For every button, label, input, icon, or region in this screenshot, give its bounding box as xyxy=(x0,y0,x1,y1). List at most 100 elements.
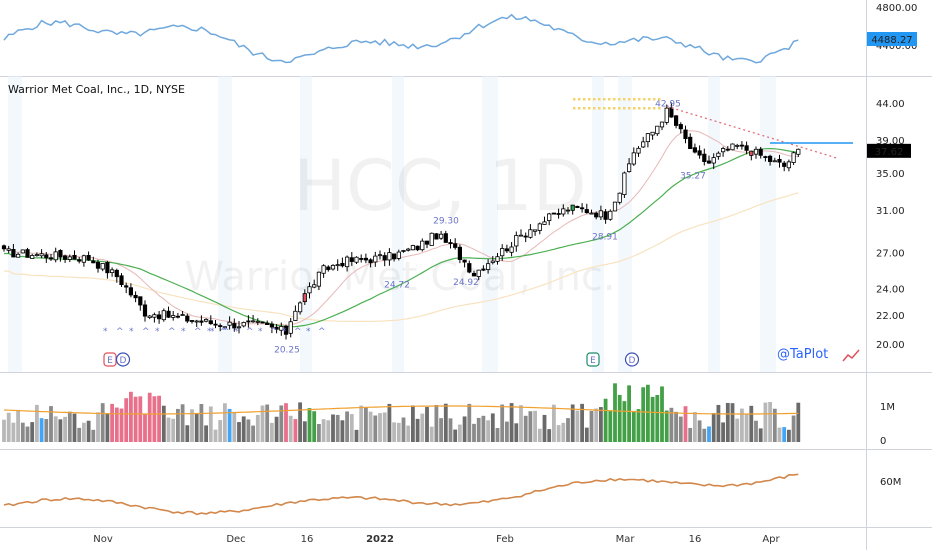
candle-body xyxy=(500,248,505,257)
volume-bar xyxy=(406,425,411,442)
volume-bar xyxy=(82,422,86,442)
volume-bar xyxy=(199,403,204,442)
signal-dot xyxy=(583,107,586,110)
volume-bar xyxy=(326,420,331,442)
signal-dot xyxy=(583,98,586,101)
signal-marker: ^ xyxy=(246,327,254,337)
candle-body xyxy=(504,248,510,252)
candle-body xyxy=(194,320,199,323)
signal-dot xyxy=(578,98,581,101)
candle-body xyxy=(203,318,209,322)
candle-body xyxy=(457,246,463,260)
candle-body xyxy=(222,326,227,329)
candle-body xyxy=(246,320,251,323)
candle-body xyxy=(20,249,25,254)
highlight-band xyxy=(8,76,22,372)
candle-body xyxy=(110,269,115,273)
volume-bar xyxy=(53,416,58,442)
signal-dot xyxy=(598,98,601,101)
volume-bar xyxy=(523,415,528,442)
candle-body xyxy=(133,294,138,299)
volume-bar xyxy=(575,410,580,442)
candle-body xyxy=(749,150,754,156)
price-axis-tick: 44.00 xyxy=(876,99,905,110)
candle-body xyxy=(617,192,622,203)
volume-bar xyxy=(152,396,157,442)
candle-body xyxy=(580,207,585,210)
volume-bar xyxy=(608,411,613,442)
index-last-badge xyxy=(867,32,917,46)
volume-axis-tick: 1M xyxy=(880,402,895,413)
candle-body xyxy=(763,156,768,158)
volume-bar xyxy=(96,412,100,442)
price-axis-tick: 20.00 xyxy=(876,340,905,351)
index-axis-tick: 4800.00 xyxy=(876,3,917,14)
signal-marker: * xyxy=(129,327,134,337)
volume-bar xyxy=(791,415,796,442)
volume-bar xyxy=(490,413,495,442)
volume-bar xyxy=(171,418,176,442)
candle-body xyxy=(91,260,96,264)
candle-body xyxy=(77,259,82,262)
candle-body xyxy=(81,255,86,263)
candle-body xyxy=(753,148,759,155)
volume-bar xyxy=(537,428,542,442)
candle-body xyxy=(147,315,152,318)
pivot-label: 20.25 xyxy=(274,345,300,355)
volume-bar xyxy=(627,385,631,442)
signal-marker: ^ xyxy=(222,327,230,337)
volume-bar xyxy=(533,410,537,442)
volume-bar xyxy=(584,427,589,442)
candle-body xyxy=(344,256,350,268)
volume-bar xyxy=(740,408,744,442)
candle-body xyxy=(199,320,204,323)
candle-body xyxy=(189,320,195,322)
volume-bar xyxy=(552,404,556,442)
candle-body xyxy=(420,240,425,251)
time-axis-label: Dec xyxy=(226,534,245,545)
signal-marker: * xyxy=(210,327,215,337)
candle-body xyxy=(706,160,712,164)
candle-body xyxy=(208,320,213,325)
volume-bar xyxy=(279,405,284,442)
volume-bar xyxy=(35,404,39,442)
volume-bar xyxy=(307,408,312,442)
volume-bar xyxy=(105,413,110,442)
candle-body xyxy=(485,263,491,270)
event-marker-label: E xyxy=(107,356,113,366)
signal-dot xyxy=(648,107,651,110)
candle-body xyxy=(547,213,552,221)
candle-body xyxy=(105,261,110,274)
volume-bar xyxy=(335,414,340,442)
signal-dot xyxy=(593,107,596,110)
signal-marker: ^ xyxy=(142,327,150,337)
pivot-label: 24.72 xyxy=(384,280,410,290)
volume-bar xyxy=(519,405,523,442)
candle-body xyxy=(589,212,594,215)
volume-bar xyxy=(481,415,486,442)
volume-bar xyxy=(340,420,345,442)
volume-bar xyxy=(246,419,251,442)
candle-body xyxy=(636,147,641,154)
index-last-value: 4488.27 xyxy=(871,35,912,46)
candle-body xyxy=(768,155,773,162)
volume-bar xyxy=(599,407,603,442)
volume-bar xyxy=(735,418,740,442)
volume-bar xyxy=(25,426,30,442)
volume-bar xyxy=(364,407,368,442)
brand-icon xyxy=(842,349,860,362)
candle-body xyxy=(514,235,519,247)
candle-body xyxy=(387,252,392,261)
candle-body xyxy=(100,263,105,270)
candle-body xyxy=(702,153,707,163)
volume-bar xyxy=(2,419,6,442)
volume-bar xyxy=(678,416,683,442)
volume-bar xyxy=(744,414,749,442)
price-last-value: 37.62 xyxy=(875,147,904,158)
signal-dot xyxy=(608,98,611,101)
volume-bar xyxy=(486,420,490,442)
signal-dot xyxy=(598,107,601,110)
candle-body xyxy=(86,255,91,261)
